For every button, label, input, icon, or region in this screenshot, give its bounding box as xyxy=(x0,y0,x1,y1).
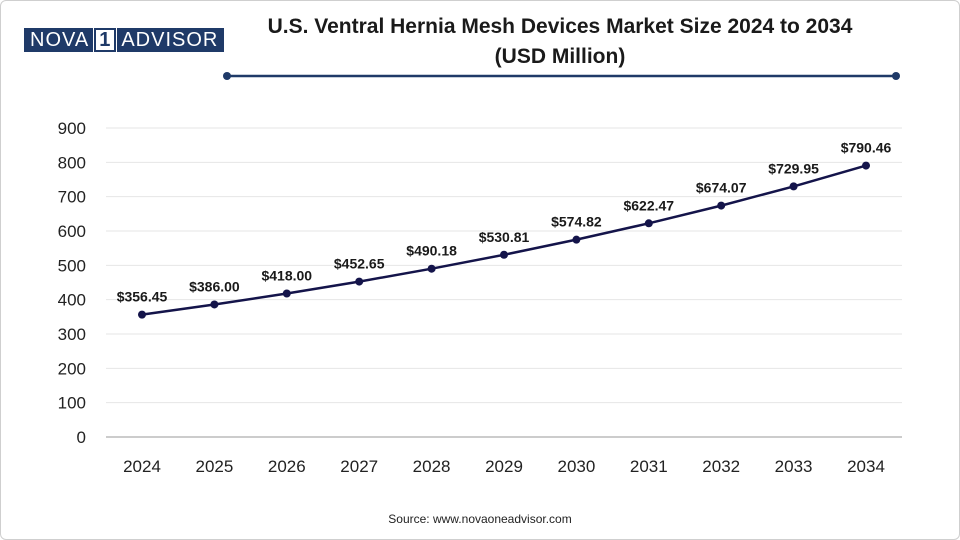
data-point xyxy=(789,182,798,191)
logo-text-nova: NOVA xyxy=(24,28,94,52)
y-tick-label: 900 xyxy=(58,119,86,138)
x-tick-label: 2028 xyxy=(413,457,451,476)
y-tick-label: 400 xyxy=(58,291,86,310)
data-point xyxy=(355,277,364,286)
x-tick-label: 2025 xyxy=(195,457,233,476)
source-note: Source: www.novaoneadvisor.com xyxy=(388,512,572,526)
data-point xyxy=(500,250,508,259)
data-point xyxy=(862,161,870,170)
data-label: $490.18 xyxy=(406,243,457,259)
data-label: $790.46 xyxy=(841,140,892,156)
x-tick-label: 2029 xyxy=(485,457,523,476)
data-label: $729.95 xyxy=(768,160,819,176)
data-point xyxy=(427,264,436,273)
data-label: $674.07 xyxy=(696,180,747,196)
x-tick-label: 2026 xyxy=(268,457,306,476)
data-point xyxy=(572,235,581,244)
data-point xyxy=(644,219,653,228)
chart-title-line2: (USD Million) xyxy=(494,45,626,68)
x-axis: 2024 2025 2026 2027 2028 2029 2030 2031 2032 2033… xyxy=(106,436,902,476)
logo-text-one: 1 xyxy=(94,28,117,52)
y-tick-label: 0 xyxy=(77,428,86,447)
data-label: $356.45 xyxy=(117,289,168,305)
data-point xyxy=(210,300,219,309)
y-tick-label: 800 xyxy=(58,153,86,172)
data-label: $452.65 xyxy=(334,256,385,272)
title-rule-dot-right xyxy=(892,72,900,80)
logo-text-advisor: ADVISOR xyxy=(117,28,225,52)
y-tick-label: 700 xyxy=(58,188,86,207)
y-tick-label: 500 xyxy=(58,256,86,275)
y-tick-label: 600 xyxy=(58,222,86,241)
x-tick-label: 2034 xyxy=(847,457,885,476)
y-tick-label: 300 xyxy=(58,325,86,344)
x-tick-label: 2031 xyxy=(630,457,668,476)
y-tick-label: 100 xyxy=(58,394,86,413)
x-tick-label: 2027 xyxy=(340,457,378,476)
data-point xyxy=(717,201,726,210)
y-tick-label: 200 xyxy=(58,359,86,378)
x-tick-label: 2030 xyxy=(557,457,595,476)
data-labels: $356.45 $386.00 $418.00 $452.65 $490.18 $530.… xyxy=(117,140,892,305)
data-label: $418.00 xyxy=(261,267,312,283)
y-axis: 0 100 200 300 400 500 600 700 800 900 xyxy=(58,119,86,447)
data-point xyxy=(138,310,146,319)
x-tick-label: 2024 xyxy=(123,457,161,476)
title-rule xyxy=(223,72,900,80)
data-label: $530.81 xyxy=(479,229,530,245)
chart-title-line1: U.S. Ventral Hernia Mesh Devices Market … xyxy=(267,15,853,38)
data-label: $574.82 xyxy=(551,214,602,230)
chart-title: U.S. Ventral Hernia Mesh Devices Market … xyxy=(200,12,920,72)
x-tick-label: 2032 xyxy=(702,457,740,476)
series-line-group xyxy=(138,161,870,319)
data-label: $622.47 xyxy=(623,197,674,213)
brand-logo: NOVA 1 ADVISOR xyxy=(24,28,225,52)
data-label: $386.00 xyxy=(189,278,240,294)
title-rule-dot-left xyxy=(223,72,231,80)
x-tick-label: 2033 xyxy=(775,457,813,476)
data-point xyxy=(282,289,291,298)
